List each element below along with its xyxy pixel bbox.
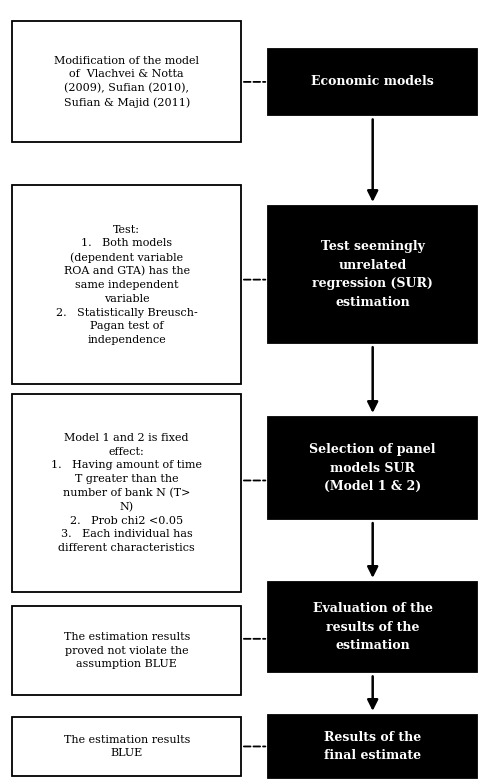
FancyBboxPatch shape [268, 417, 477, 519]
FancyBboxPatch shape [12, 718, 241, 775]
Text: Results of the
final estimate: Results of the final estimate [324, 731, 421, 762]
Text: The estimation results
BLUE: The estimation results BLUE [63, 735, 190, 758]
Text: Modification of the model
of  Vlachvei & Notta
(2009), Sufian (2010),
Sufian & M: Modification of the model of Vlachvei & … [54, 56, 199, 108]
Text: The estimation results
proved not violate the
assumption BLUE: The estimation results proved not violat… [63, 632, 190, 669]
FancyBboxPatch shape [12, 21, 241, 142]
FancyBboxPatch shape [268, 48, 477, 115]
FancyBboxPatch shape [12, 393, 241, 593]
FancyBboxPatch shape [268, 206, 477, 343]
FancyBboxPatch shape [12, 186, 241, 384]
FancyBboxPatch shape [12, 605, 241, 696]
Text: Evaluation of the
results of the
estimation: Evaluation of the results of the estimat… [313, 602, 432, 652]
Text: Economic models: Economic models [311, 76, 434, 88]
Text: Selection of panel
models SUR
(Model 1 & 2): Selection of panel models SUR (Model 1 &… [309, 443, 436, 493]
Text: Test seemingly
unrelated
regression (SUR)
estimation: Test seemingly unrelated regression (SUR… [312, 240, 433, 309]
Text: Test:
1.   Both models
(dependent variable
ROA and GTA) has the
same independent: Test: 1. Both models (dependent variable… [56, 225, 198, 345]
FancyBboxPatch shape [268, 715, 477, 778]
Text: Model 1 and 2 is fixed
effect:
1.   Having amount of time
T greater than the
num: Model 1 and 2 is fixed effect: 1. Having… [51, 433, 202, 553]
FancyBboxPatch shape [268, 582, 477, 672]
